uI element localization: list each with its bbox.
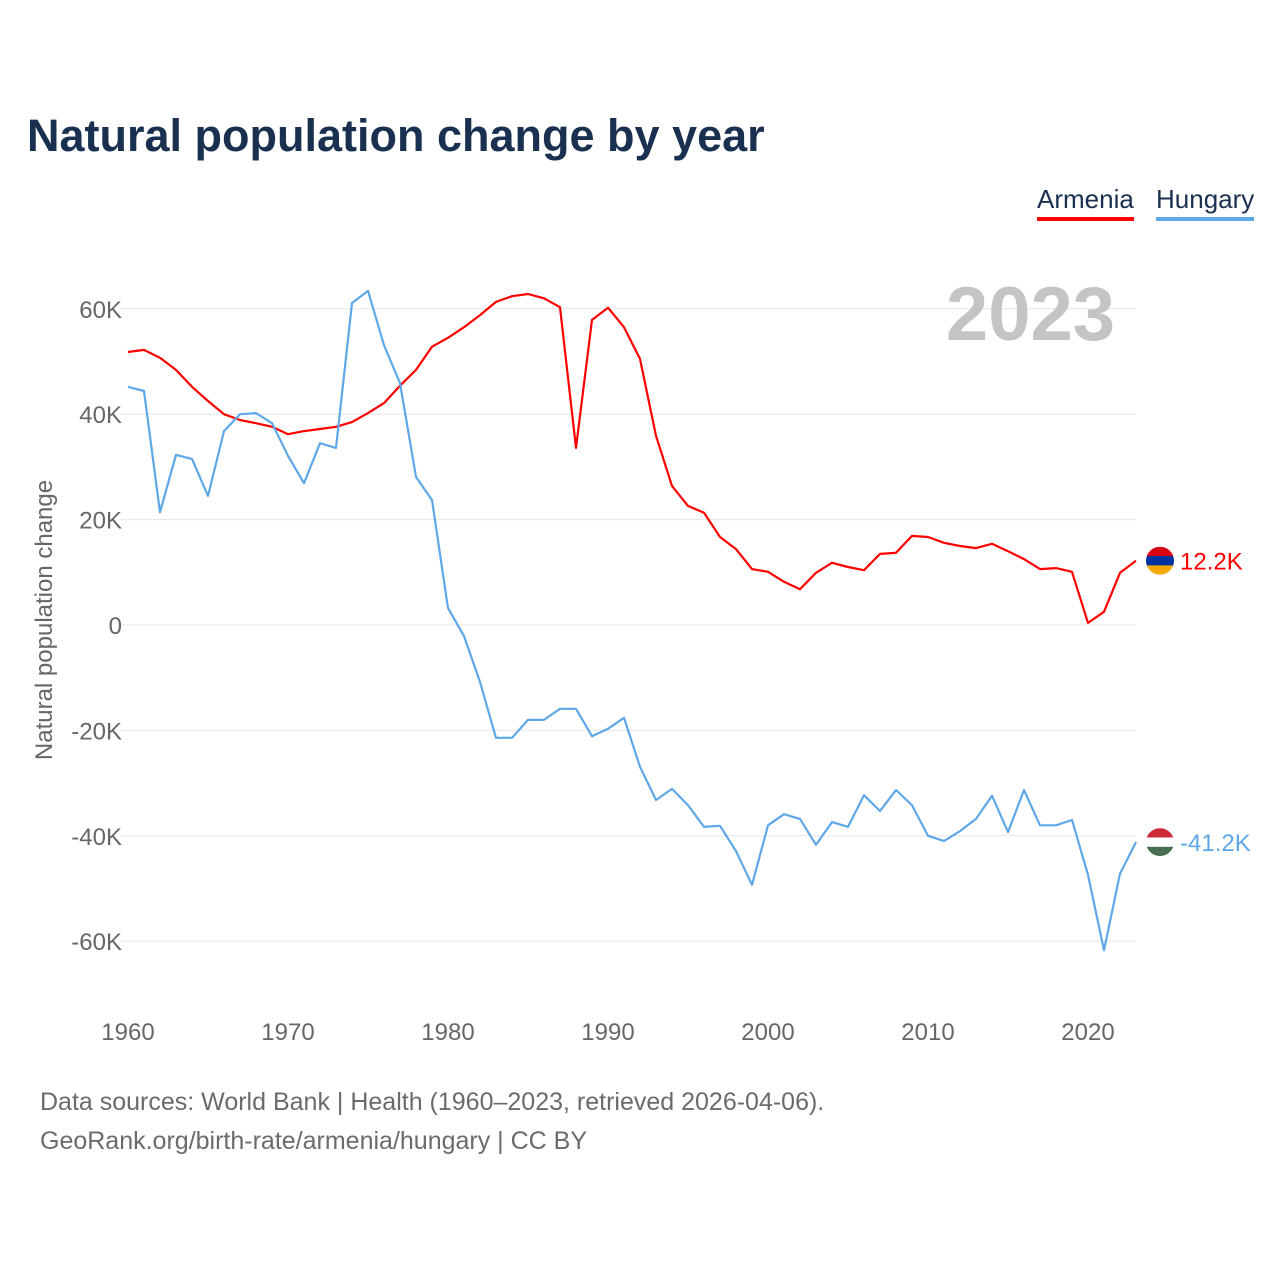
y-tick-label: 20K [79,508,122,535]
y-tick-label: 0 [109,613,122,640]
legend-armenia[interactable]: Armenia [1037,184,1134,221]
series-line-armenia [127,292,1137,625]
y-tick-label: 60K [79,297,122,324]
series-line-hungary [127,289,1137,952]
x-tick-label: 1980 [421,1019,474,1046]
footer-link[interactable]: GeoRank.org/birth-rate/armenia/hungary |… [40,1127,588,1155]
x-tick-label: 2000 [741,1019,794,1046]
y-tick-label: 40K [79,402,122,429]
flag-hungary-icon [1146,846,1174,857]
flag-armenia-icon [1146,556,1174,566]
x-tick-label: 2020 [1061,1019,1114,1046]
y-tick-label: -60K [71,929,122,956]
footer-sources: Data sources: World Bank | Health (1960–… [40,1088,825,1116]
x-tick-label: 2010 [901,1019,954,1046]
y-tick-label: -20K [71,718,122,745]
flag-armenia-icon [1146,546,1174,557]
y-axis-label: Natural population change [31,480,58,760]
end-value-label: -41.2K [1180,830,1251,857]
legend-hungary[interactable]: Hungary [1156,184,1255,221]
chart-title: Natural population change by year [27,110,765,161]
x-tick-label: 1960 [101,1019,154,1046]
x-tick-label: 1970 [261,1019,314,1046]
x-tick-label: 1990 [581,1019,634,1046]
flag-armenia-icon [1146,565,1174,575]
flag-hungary-icon [1146,837,1174,848]
end-value-label: 12.2K [1180,549,1243,576]
flag-hungary-icon [1146,828,1174,838]
y-tick-label: -40K [71,824,122,851]
year-label: 2023 [946,272,1115,357]
